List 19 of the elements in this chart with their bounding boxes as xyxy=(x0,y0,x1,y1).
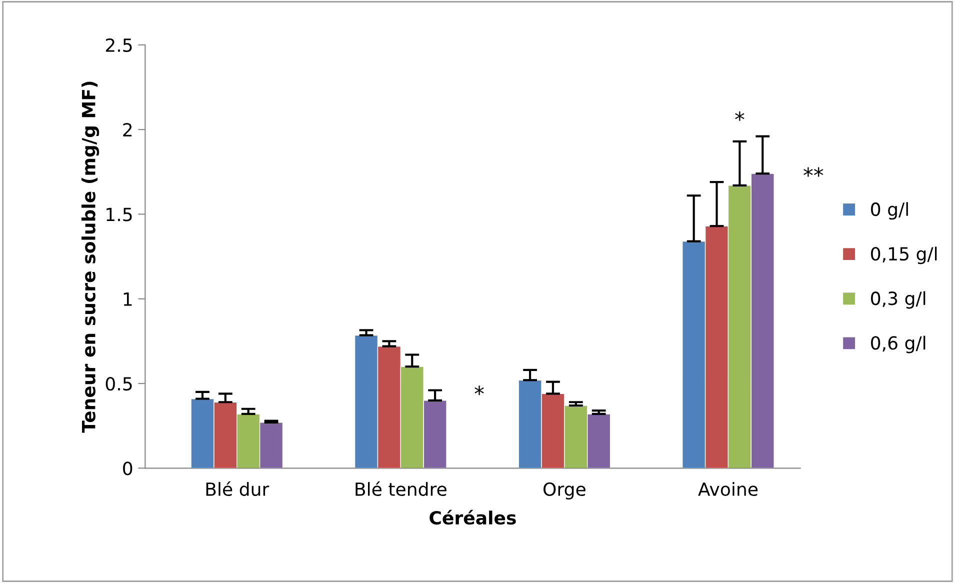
x-tick-label: Orge xyxy=(544,482,586,500)
y-tick-label: 0 xyxy=(123,462,132,476)
text: ** xyxy=(804,167,824,177)
y-tick-label: 2 xyxy=(123,123,132,136)
legend-label: 0,15 g/l xyxy=(871,246,937,264)
y-tick-label: 0.5 xyxy=(106,376,132,391)
annotation: * xyxy=(735,111,744,121)
y-tick-label: 2.5 xyxy=(106,38,132,52)
x-tick-label: Blé tendre xyxy=(356,481,446,496)
y-tick-label: 1.5 xyxy=(106,208,132,222)
legend-label: 0,6 g/l xyxy=(871,336,926,354)
x-tick-label: Avoine xyxy=(698,482,758,496)
legend-label: 0,3 g/l xyxy=(871,291,926,309)
x-tick-label: Blé dur xyxy=(206,481,270,496)
y-axis-title: Teneur en sucre soluble (mg/g MF) xyxy=(81,82,100,433)
annotation: * xyxy=(474,386,484,396)
legend-label: 0 g/l xyxy=(871,202,908,220)
y-tick-label: 1 xyxy=(124,292,132,306)
x-axis-title: Céréales xyxy=(430,510,516,525)
